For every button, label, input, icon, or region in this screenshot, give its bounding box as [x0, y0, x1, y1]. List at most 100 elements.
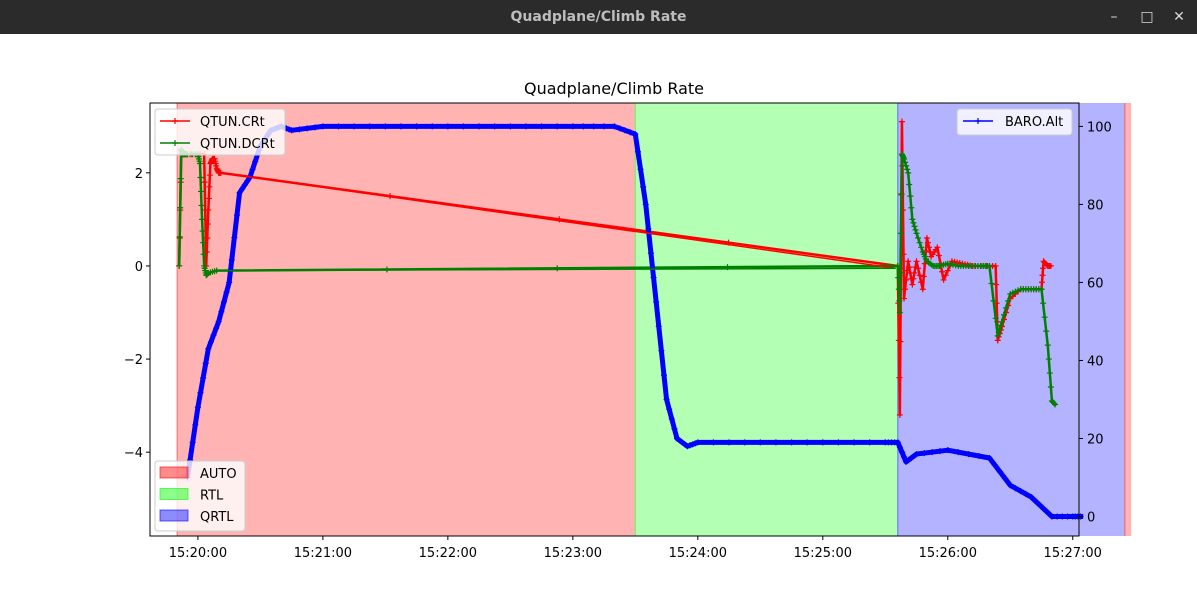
data-point	[601, 123, 608, 130]
data-point	[199, 216, 206, 223]
data-point	[312, 124, 319, 131]
data-point	[901, 155, 908, 162]
data-point	[335, 123, 342, 130]
y-left-tick-label: 2	[135, 167, 143, 182]
legends: QTUN.CRt QTUN.DCRt BARO.Alt AUTO RTL QRTL	[154, 108, 1073, 532]
data-point	[896, 374, 903, 381]
data-point	[200, 251, 207, 258]
data-point	[895, 286, 902, 293]
data-point	[924, 239, 931, 246]
data-point	[569, 123, 576, 130]
data-point	[804, 439, 811, 446]
data-point	[205, 345, 212, 352]
data-point	[757, 439, 764, 446]
data-point	[397, 123, 404, 130]
data-point	[663, 396, 670, 403]
data-point	[939, 268, 946, 275]
data-point	[918, 279, 925, 286]
data-point	[1038, 503, 1045, 510]
data-point	[835, 439, 842, 446]
data-point	[645, 225, 652, 232]
data-point	[910, 275, 917, 282]
data-point	[998, 318, 1005, 325]
data-point	[996, 468, 1003, 475]
data-point	[895, 274, 902, 281]
data-point	[692, 440, 699, 447]
data-point	[994, 332, 1001, 339]
data-point	[996, 325, 1003, 332]
data-point	[228, 257, 235, 264]
data-point	[366, 123, 373, 130]
mode-spans	[176, 103, 1132, 536]
data-point	[197, 174, 204, 181]
data-point	[995, 329, 1002, 336]
data-point	[922, 247, 929, 254]
data-point	[205, 207, 212, 214]
data-point	[666, 406, 673, 413]
data-point	[905, 169, 912, 176]
data-point	[444, 123, 451, 130]
data-point	[908, 204, 915, 211]
data-point	[522, 123, 529, 130]
data-point	[1038, 286, 1045, 293]
data-point	[788, 439, 795, 446]
data-point	[1017, 488, 1024, 495]
data-point	[244, 178, 251, 185]
data-point	[684, 443, 691, 450]
data-point	[1007, 482, 1014, 489]
data-point	[912, 264, 919, 271]
data-point	[904, 267, 911, 274]
data-point	[1039, 279, 1046, 286]
legend-altitude	[956, 108, 1073, 136]
data-point	[233, 212, 240, 219]
data-point	[660, 372, 667, 379]
series-line-connector-4	[216, 267, 896, 272]
data-point	[1047, 262, 1054, 269]
series-lines	[176, 118, 1084, 520]
data-point	[632, 131, 639, 138]
mode-span-qrtl	[897, 103, 1125, 536]
data-point	[992, 315, 999, 322]
data-point	[206, 172, 213, 179]
data-point	[197, 389, 204, 396]
close-button[interactable]: ✕	[1173, 9, 1185, 25]
data-point	[627, 129, 634, 136]
data-point	[912, 226, 919, 233]
data-point	[413, 123, 420, 130]
data-point	[611, 123, 618, 130]
data-point	[621, 127, 628, 134]
data-point	[918, 244, 925, 251]
data-point	[993, 281, 1000, 288]
data-point	[911, 269, 918, 276]
data-point	[897, 338, 904, 345]
climb-rate-chart: 15:20:00 15:21:00 15:22:00 15:23:00 15:24:00…	[124, 79, 1132, 561]
data-point	[906, 181, 913, 188]
data-point	[920, 273, 927, 280]
data-point	[903, 276, 910, 283]
data-point	[935, 252, 942, 259]
data-point	[988, 280, 995, 287]
data-point	[1045, 356, 1052, 363]
data-point	[741, 439, 748, 446]
minimize-button[interactable]: –	[1110, 9, 1118, 25]
data-point	[726, 439, 733, 446]
data-point	[689, 441, 696, 448]
data-point	[223, 289, 230, 296]
data-point	[207, 338, 214, 345]
data-point	[906, 264, 913, 271]
data-point	[642, 201, 649, 208]
y-right-tick-label: 80	[1087, 198, 1104, 213]
data-point	[1007, 290, 1014, 297]
data-point	[1052, 401, 1059, 408]
data-point	[177, 175, 184, 182]
data-point	[942, 272, 949, 279]
data-point	[239, 185, 246, 192]
legend-label: QTUN.DCRt	[200, 137, 275, 152]
data-point	[944, 447, 951, 454]
data-point	[909, 216, 916, 223]
data-point	[910, 219, 917, 226]
data-point	[231, 234, 238, 241]
data-point	[944, 267, 951, 274]
maximize-button[interactable]: □	[1140, 9, 1154, 25]
x-tick-label: 15:21:00	[294, 546, 352, 561]
